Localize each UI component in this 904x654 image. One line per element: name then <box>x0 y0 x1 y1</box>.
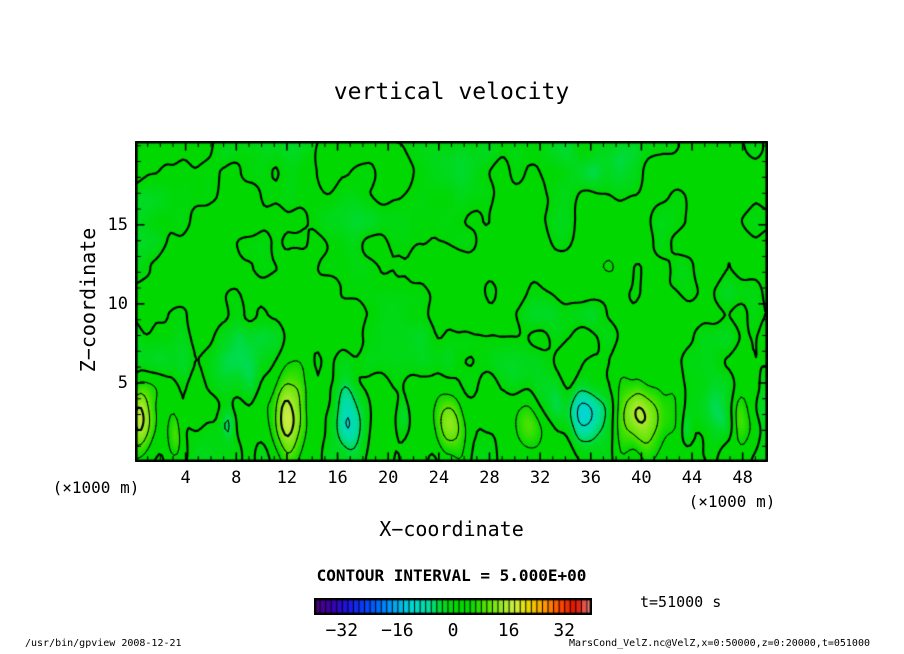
y-tick-label: 10 <box>107 293 128 314</box>
x-tick-label: 48 <box>732 468 753 488</box>
vertical-velocity-contour-canvas <box>135 141 768 462</box>
time-annotation: t=51000 s <box>640 593 722 611</box>
colorbar-tick-label: 16 <box>497 620 520 641</box>
contour-interval-text: CONTOUR INTERVAL = 5.000E+00 <box>316 566 587 585</box>
y-tick-label: 5 <box>117 372 128 393</box>
footer-program-stamp: /usr/bin/gpview 2008-12-21 <box>25 638 182 649</box>
x-tick-label: 12 <box>276 468 298 488</box>
x-tick-label: 24 <box>428 468 450 488</box>
colorbar-tick-label: −32 <box>325 620 359 641</box>
x-tick-label: 28 <box>479 468 500 488</box>
x-tick-label: 36 <box>580 468 601 488</box>
colorbar <box>314 598 592 615</box>
x-tick-label: 16 <box>327 468 348 488</box>
colorbar-tick-label: −16 <box>381 620 414 641</box>
x-tick-label: 32 <box>529 468 551 488</box>
colorbar-tick-label: 32 <box>553 620 576 641</box>
x-axis-unit: (×1000 m) <box>688 492 776 511</box>
contour-plot-area <box>135 141 768 462</box>
x-tick-label: 8 <box>231 468 242 488</box>
y-axis-unit: (×1000 m) <box>52 478 140 497</box>
x-axis-label: X−coordinate <box>379 517 524 541</box>
x-tick-label: 20 <box>377 468 399 488</box>
chart-title: vertical velocity <box>333 79 570 105</box>
y-tick-label: 15 <box>107 214 128 235</box>
footer-file-stamp: MarsCond_VelZ.nc@VelZ,x=0:50000,z=0:2000… <box>568 638 870 649</box>
x-tick-label: 44 <box>681 468 703 488</box>
colorbar-tick-label: 0 <box>447 620 459 641</box>
x-tick-label: 40 <box>631 468 652 488</box>
x-tick-label: 4 <box>180 468 191 488</box>
